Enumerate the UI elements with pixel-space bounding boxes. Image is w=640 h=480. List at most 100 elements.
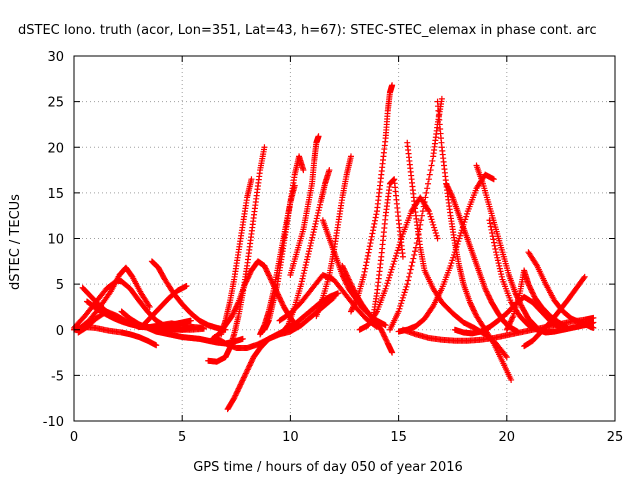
data-point <box>383 282 390 289</box>
data-point <box>463 210 470 217</box>
data-point <box>362 262 369 269</box>
data-point <box>412 244 419 251</box>
data-point <box>304 256 311 263</box>
data-point <box>419 208 426 215</box>
data-point <box>508 376 515 383</box>
data-point <box>349 304 356 311</box>
x-tick-label: 5 <box>178 430 186 445</box>
data-point <box>502 352 509 359</box>
data-point <box>263 266 270 273</box>
data-point <box>444 183 451 190</box>
data-point <box>232 392 239 399</box>
data-point <box>484 291 491 298</box>
data-point <box>315 133 322 140</box>
data-point <box>431 227 438 234</box>
data-point <box>236 384 243 391</box>
data-point <box>373 309 380 316</box>
data-point <box>387 269 394 276</box>
data-point <box>395 308 402 315</box>
data-point <box>264 268 271 275</box>
data-point <box>249 356 256 363</box>
data-point <box>498 271 505 278</box>
gridlines <box>74 56 615 421</box>
data-point <box>525 281 532 288</box>
data-point <box>248 358 255 365</box>
data-point <box>396 305 403 312</box>
data-point <box>246 271 253 278</box>
data-point <box>353 297 360 304</box>
series-24 <box>369 176 406 324</box>
data-point <box>445 184 452 191</box>
data-point <box>392 255 399 262</box>
data-point <box>483 288 490 295</box>
data-point <box>245 365 252 372</box>
data-point <box>492 245 499 252</box>
y-tick-label: 30 <box>47 50 64 65</box>
data-point <box>504 325 511 332</box>
data-point <box>300 270 307 277</box>
data-point <box>300 272 307 279</box>
data-point <box>472 310 479 317</box>
data-point <box>405 277 412 284</box>
data-point <box>434 235 441 242</box>
data-point <box>447 262 454 269</box>
data-point <box>407 266 414 273</box>
data-point <box>303 259 310 266</box>
data-point <box>262 264 269 271</box>
data-point <box>240 374 247 381</box>
data-point <box>487 296 494 303</box>
data-point <box>391 258 398 265</box>
data-point <box>228 313 235 320</box>
data-point <box>581 273 588 280</box>
data-point <box>347 280 354 287</box>
data-point <box>241 373 248 380</box>
data-point <box>507 318 514 325</box>
data-point <box>343 271 350 278</box>
data-point <box>187 317 194 324</box>
data-point <box>365 249 372 256</box>
data-point <box>363 259 370 266</box>
data-point <box>397 303 404 310</box>
data-point <box>350 303 357 310</box>
data-point <box>404 281 411 288</box>
data-point <box>580 275 587 282</box>
data-point <box>347 279 354 286</box>
data-point <box>393 250 400 257</box>
data-point <box>351 287 358 294</box>
data-point <box>467 300 474 307</box>
data-point <box>237 381 244 388</box>
data-point <box>564 324 571 331</box>
data-point <box>412 248 419 255</box>
data-point <box>528 287 535 294</box>
data-point <box>402 286 409 293</box>
data-point <box>364 252 371 259</box>
data-point <box>509 314 516 321</box>
axis-ticks: 0 5 10 15 20 25 -10 -5 0 5 10 15 20 25 30 <box>43 50 624 445</box>
y-tick-label: 25 <box>47 96 64 111</box>
data-point <box>329 295 336 302</box>
data-point <box>533 261 540 268</box>
data-point <box>503 354 510 361</box>
data-point <box>371 220 378 227</box>
data-point <box>379 329 386 336</box>
data-point <box>373 211 380 218</box>
data-point <box>304 253 311 260</box>
data-point <box>424 185 431 192</box>
data-point <box>448 191 455 198</box>
data-point <box>425 176 432 183</box>
data-point <box>378 328 385 335</box>
data-point <box>386 272 393 278</box>
data-point <box>417 221 424 228</box>
data-point <box>401 289 408 296</box>
data-point <box>506 321 513 328</box>
data-point <box>449 257 456 264</box>
data-point <box>389 263 396 270</box>
data-point <box>411 251 418 258</box>
data-point <box>248 359 255 366</box>
data-point <box>390 261 397 268</box>
data-point <box>316 204 323 211</box>
data-point <box>330 294 337 301</box>
data-point <box>495 260 502 267</box>
data-point <box>345 276 352 283</box>
data-point <box>491 239 498 246</box>
